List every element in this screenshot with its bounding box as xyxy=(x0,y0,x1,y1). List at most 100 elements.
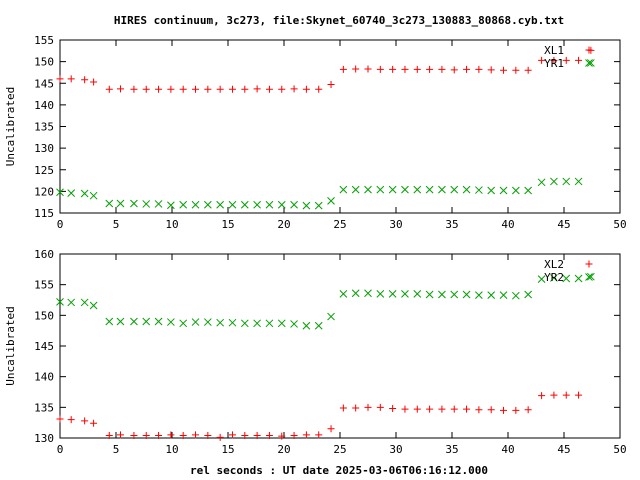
x-axis-label: rel seconds : UT date 2025-03-06T06:16:1… xyxy=(190,464,488,477)
data-point xyxy=(401,290,409,298)
y-tick-label: 140 xyxy=(34,371,54,384)
data-point xyxy=(389,405,397,413)
data-point xyxy=(105,199,114,208)
data-point xyxy=(90,419,98,427)
data-point xyxy=(191,200,200,209)
data-point xyxy=(339,290,348,298)
data-point xyxy=(487,186,496,195)
data-point xyxy=(475,65,483,73)
x-tick-label: 10 xyxy=(165,443,178,456)
data-point xyxy=(401,185,409,194)
data-point xyxy=(364,65,372,73)
data-point xyxy=(278,432,286,440)
data-point xyxy=(463,65,471,73)
data-point xyxy=(80,189,89,198)
data-point xyxy=(302,201,311,210)
data-point xyxy=(290,432,298,440)
data-point xyxy=(154,200,163,208)
data-point xyxy=(388,290,397,298)
data-point xyxy=(130,317,138,326)
data-point xyxy=(216,433,224,441)
data-point xyxy=(511,186,520,195)
x-tick-label: 35 xyxy=(445,443,458,456)
data-point xyxy=(265,200,274,209)
data-point xyxy=(487,66,495,74)
data-point xyxy=(426,405,434,413)
data-point xyxy=(587,59,595,67)
data-point xyxy=(290,200,298,209)
y-tick-label: 130 xyxy=(34,142,54,155)
data-point xyxy=(315,85,323,93)
data-point xyxy=(376,185,385,194)
data-point xyxy=(105,432,113,440)
data-point xyxy=(462,290,471,299)
data-point xyxy=(574,274,583,283)
y-tick-label: 135 xyxy=(34,401,54,414)
data-point xyxy=(450,290,459,299)
data-point xyxy=(524,406,532,414)
data-point xyxy=(253,432,261,440)
data-point xyxy=(56,415,64,423)
data-point xyxy=(352,65,360,73)
data-point xyxy=(511,291,520,300)
x-tick-label: 30 xyxy=(389,443,402,456)
data-point xyxy=(314,321,323,330)
data-point xyxy=(228,318,237,327)
y-tick-label: 160 xyxy=(34,248,54,261)
y-axis-label: Uncalibrated xyxy=(4,306,17,385)
series-XL1 xyxy=(56,46,595,93)
legend-marker xyxy=(585,260,593,268)
data-point xyxy=(277,200,286,209)
data-point xyxy=(487,406,495,414)
figure-title: HIRES continuum, 3c273, file:Skynet_6074… xyxy=(114,14,564,27)
y-tick-label: 145 xyxy=(34,77,54,90)
data-point xyxy=(142,317,151,326)
data-point xyxy=(191,318,200,326)
data-point xyxy=(327,81,335,89)
data-point xyxy=(130,432,138,440)
data-point xyxy=(203,318,212,326)
data-point xyxy=(142,85,150,93)
data-point xyxy=(192,431,200,439)
data-point xyxy=(376,290,385,298)
data-point xyxy=(575,56,583,64)
x-tick-label: 5 xyxy=(113,218,120,231)
legend-label: XL2 xyxy=(544,258,564,271)
data-point xyxy=(524,66,532,74)
data-point xyxy=(302,321,311,330)
data-point xyxy=(265,432,273,440)
data-point xyxy=(327,312,335,321)
data-point xyxy=(376,403,384,411)
data-point xyxy=(241,432,249,440)
data-point xyxy=(67,75,75,83)
x-tick-label: 15 xyxy=(221,443,234,456)
data-point xyxy=(575,391,583,399)
x-tick-label: 40 xyxy=(501,443,514,456)
data-point xyxy=(426,65,434,73)
data-point xyxy=(438,185,446,194)
data-point xyxy=(352,404,360,412)
data-point xyxy=(524,186,533,195)
data-point xyxy=(438,65,446,73)
y-tick-label: 140 xyxy=(34,99,54,112)
data-point xyxy=(450,405,458,413)
data-point xyxy=(438,405,446,413)
data-point xyxy=(253,85,261,93)
data-point xyxy=(388,185,397,194)
data-point xyxy=(550,391,558,399)
y-tick-label: 125 xyxy=(34,164,54,177)
data-point xyxy=(56,75,64,83)
plot-frame xyxy=(59,253,621,439)
data-point xyxy=(351,289,360,298)
data-point xyxy=(116,199,125,208)
data-point xyxy=(81,417,89,425)
data-point xyxy=(562,274,571,283)
x-tick-label: 30 xyxy=(389,218,402,231)
x-tick-label: 45 xyxy=(557,218,570,231)
legend-marker xyxy=(585,46,593,54)
y-tick-label: 120 xyxy=(34,185,54,198)
data-point xyxy=(550,177,558,186)
data-point xyxy=(339,404,347,412)
legend-label: YR1 xyxy=(544,57,564,70)
